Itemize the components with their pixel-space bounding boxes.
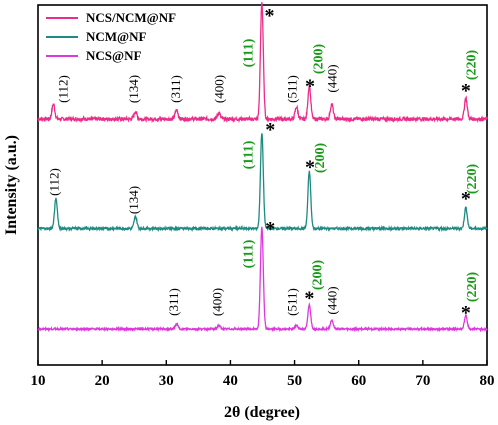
peak-star-marker: * [305,76,315,98]
peak-star-marker: * [461,188,471,210]
x-tick-label: 80 [480,373,495,389]
x-tick-label: 60 [351,373,366,389]
miller-index-label: (400) [212,75,227,103]
legend-label: NCS@NF [86,48,141,63]
legend: NCS/NCM@NF NCM@NF NCS@NF [46,10,176,63]
miller-index-label: (112) [56,75,71,103]
miller-index-label-highlight: (111) [241,239,256,268]
series-line-0 [37,2,488,124]
miller-index-label-highlight: (200) [311,44,326,75]
peak-star-marker: * [265,119,275,141]
miller-index-label-highlight: (220) [465,164,480,195]
peak-star-marker: * [265,5,275,27]
legend-label: NCS/NCM@NF [86,10,176,25]
series-line-1 [37,133,488,233]
miller-index-label-highlight: (220) [465,50,480,81]
miller-index-label-highlight: (111) [241,140,256,169]
miller-index-label: (311) [166,288,181,316]
peak-star-marker: * [304,288,314,310]
miller-index-label: (440) [324,286,339,314]
miller-index-label-highlight: (220) [465,272,480,303]
miller-index-label-highlight: (200) [313,143,328,174]
series-layer [37,2,488,333]
x-tick-label: 40 [223,373,238,389]
miller-index-label-highlight: (200) [311,260,326,291]
x-tick-label: 30 [159,373,174,389]
miller-index-label: (134) [126,186,141,214]
x-axis-title: 2θ (degree) [224,404,300,421]
miller-index-label: (311) [168,75,183,103]
y-axis-title: Intensity (a.u.) [3,135,20,235]
miller-index-label: (112) [47,168,62,196]
x-tick-label: 70 [415,373,430,389]
series-line-2 [37,226,488,333]
miller-index-label: (440) [324,64,339,92]
miller-index-label: (511) [285,75,300,103]
legend-label: NCM@NF [86,29,147,44]
x-tick-label: 50 [287,373,302,389]
ticks-layer: 10 20 30 40 50 60 70 80 [31,360,495,389]
peak-star-marker: * [461,80,471,102]
annotation-layer: (112) (134) (311) (400)(111)*(511) *(200)(44… [47,5,481,324]
peak-star-marker: * [305,157,315,179]
x-tick-label: 20 [95,373,110,389]
peak-star-marker: * [265,218,275,240]
peak-star-marker: * [461,302,471,324]
miller-index-label: (400) [210,288,225,316]
miller-index-label-highlight: (111) [241,38,256,67]
miller-index-label: (511) [285,288,300,316]
miller-index-label: (134) [126,75,141,103]
x-tick-label: 10 [31,373,46,389]
